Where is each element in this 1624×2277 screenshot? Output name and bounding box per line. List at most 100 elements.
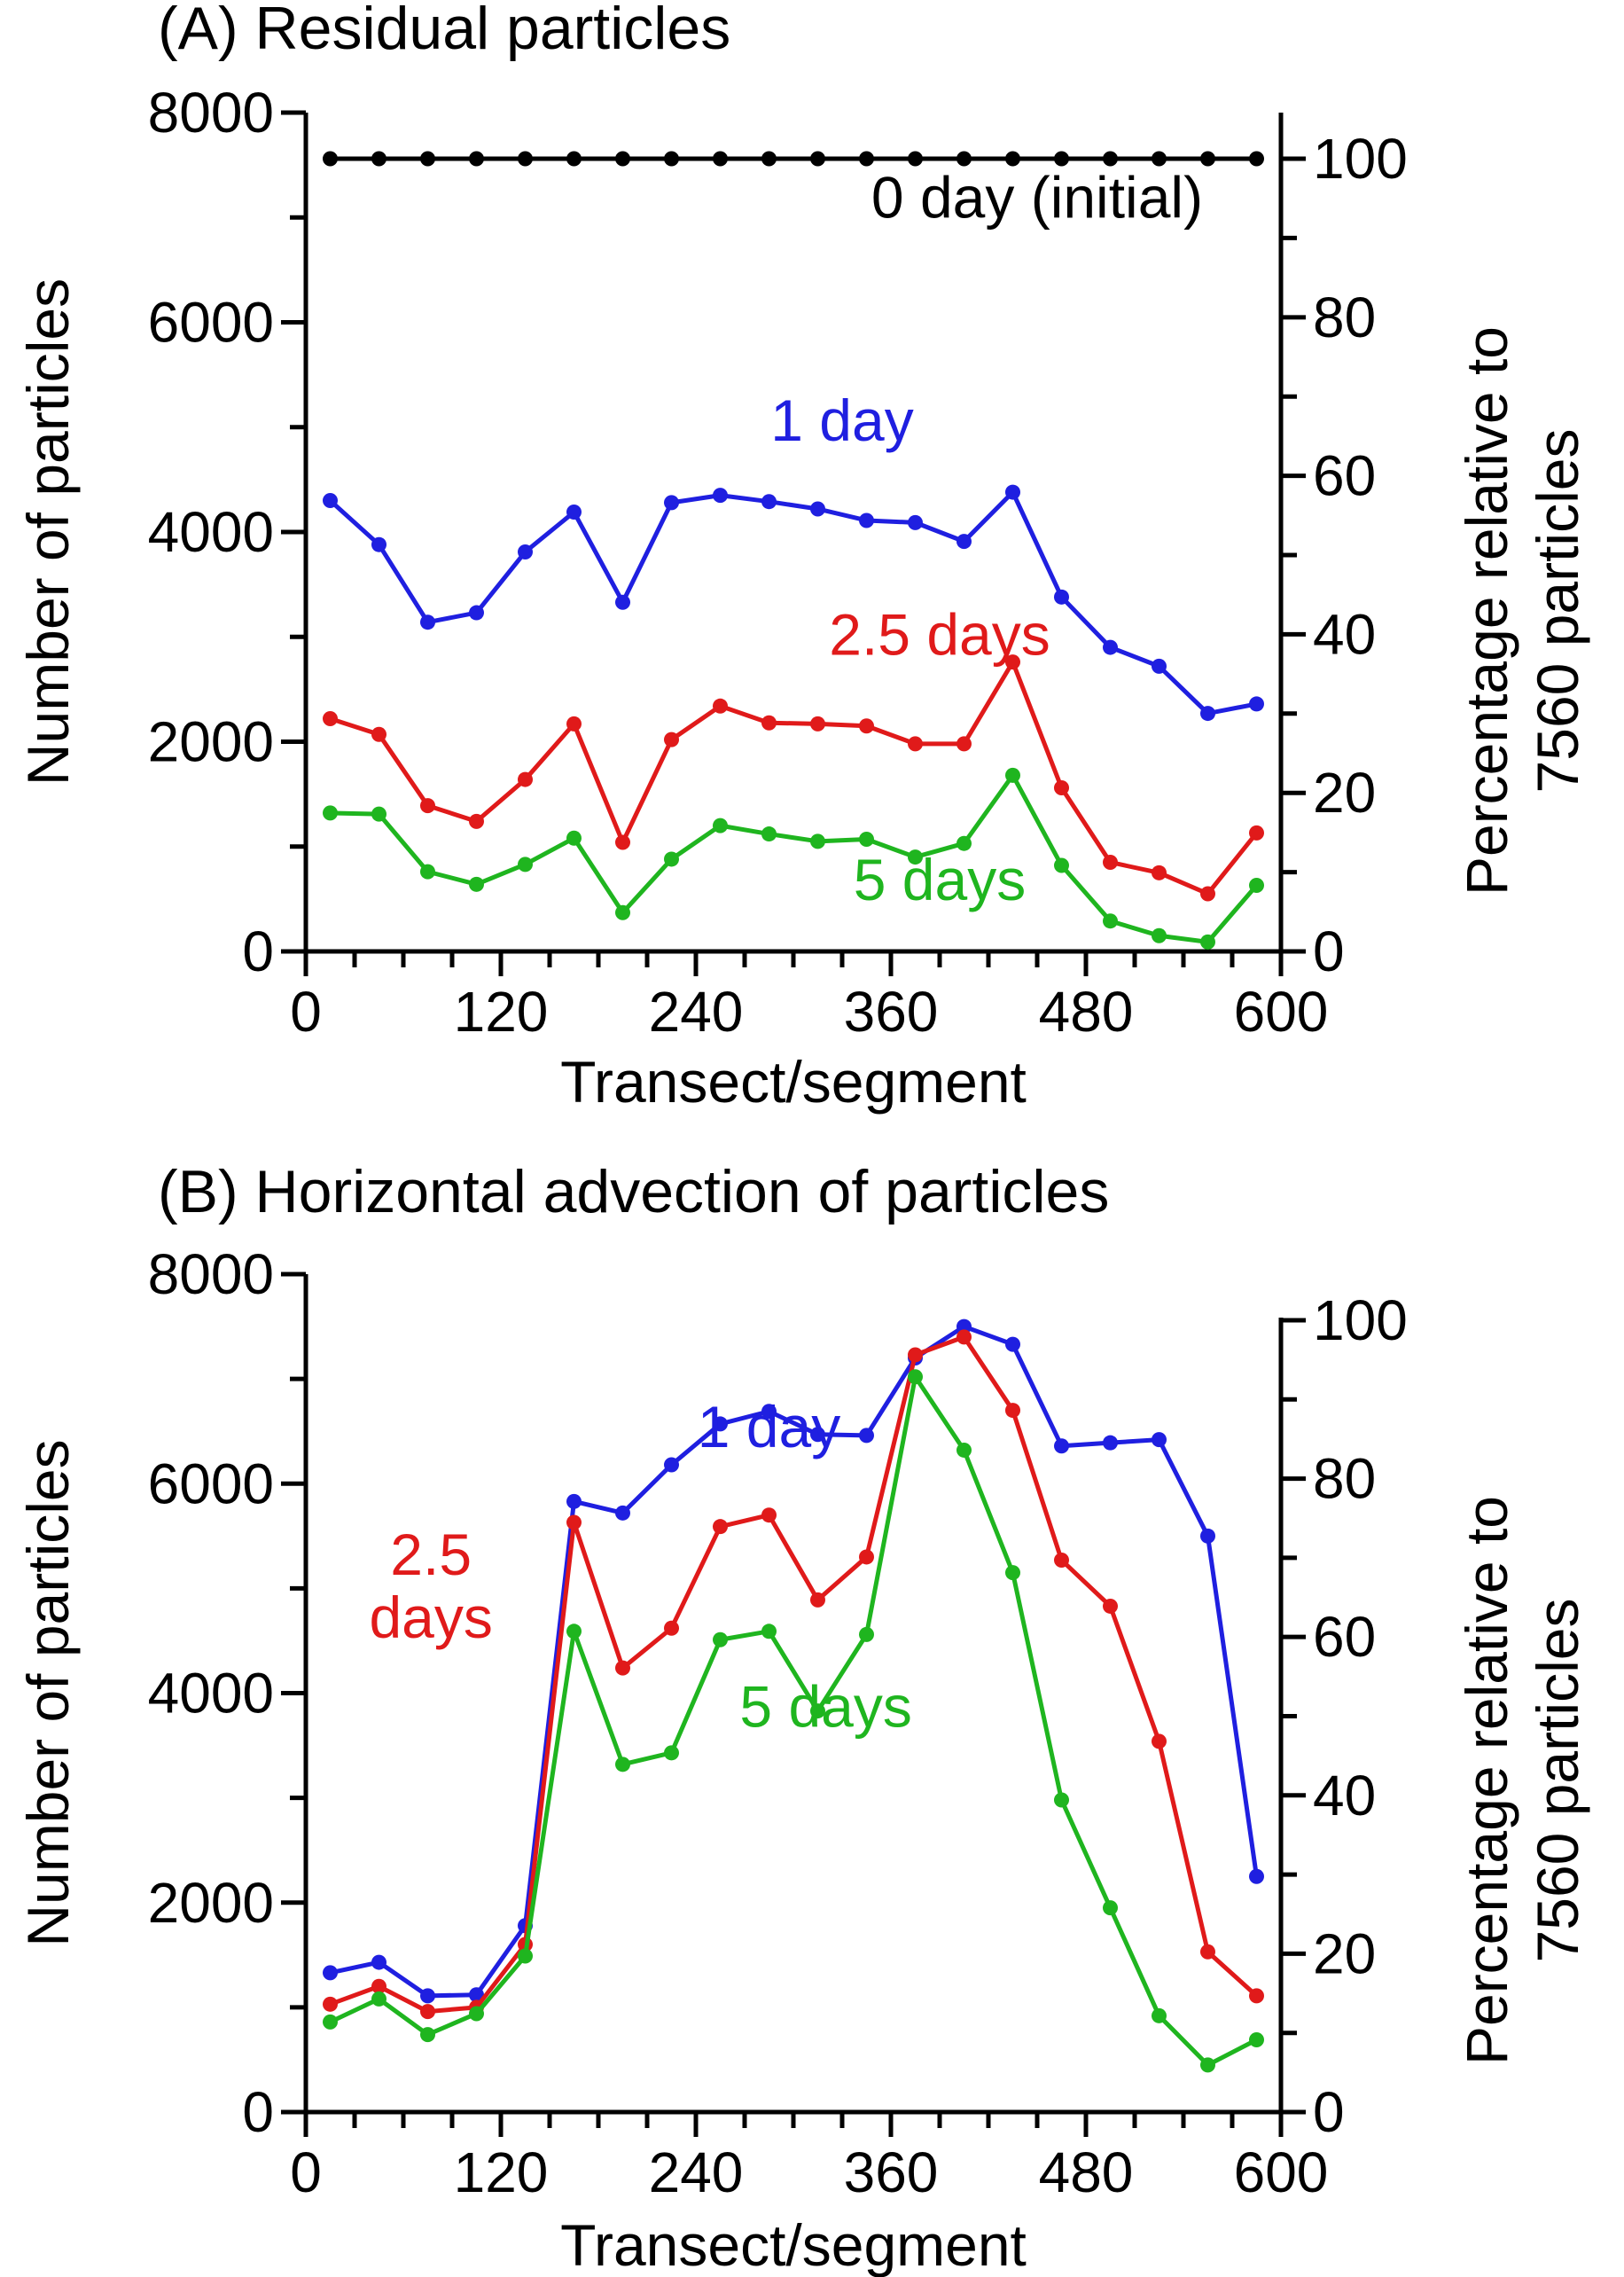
data-point: [469, 605, 484, 621]
series-5-days: 5 days: [323, 1369, 1264, 2073]
y-tick-label: 8000: [148, 1242, 274, 1306]
x-tick-label: 480: [1039, 980, 1134, 1044]
data-point: [1249, 825, 1264, 841]
data-point: [518, 544, 533, 559]
data-point: [1249, 878, 1264, 894]
x-tick-label: 0: [290, 2140, 322, 2204]
data-point: [664, 495, 679, 511]
y2-axis-label: Percentage relative to: [1454, 326, 1519, 896]
data-point: [1200, 151, 1215, 167]
data-point: [859, 718, 874, 734]
chart-title: (B) Horizontal advection of particles: [158, 1158, 1109, 1225]
y-tick-label: 2000: [148, 710, 274, 774]
data-point: [761, 715, 777, 731]
data-point: [1103, 913, 1118, 929]
series-1-day: 1 day: [323, 1318, 1264, 2004]
data-point: [1200, 934, 1215, 950]
data-point: [1152, 927, 1167, 943]
data-point: [323, 1996, 338, 2012]
data-point: [420, 864, 435, 880]
data-point: [371, 536, 386, 552]
data-point: [1054, 1552, 1069, 1568]
data-point: [956, 736, 972, 752]
y-tick-label: 0: [242, 919, 274, 983]
data-point: [664, 151, 679, 167]
data-point: [1054, 857, 1069, 873]
panel-b-horizontal-advection: (B) Horizontal advection of particles 0 12…: [15, 1158, 1590, 2277]
x-tick-label: 240: [649, 2140, 744, 2204]
data-point: [664, 1745, 679, 1761]
data-point: [1103, 1900, 1118, 1916]
y-tick-label: 2000: [148, 1871, 274, 1935]
data-point: [956, 1442, 972, 1458]
y2-axis-label: Percentage relative to: [1454, 1496, 1519, 2065]
y2-tick-label: 20: [1313, 761, 1376, 825]
data-point: [1103, 639, 1118, 655]
series-2-5-days: 2.5 days: [323, 601, 1264, 902]
y-axis-label: Number of particles: [15, 1439, 81, 1946]
data-point: [371, 1978, 386, 1994]
series-label: 2.5 days: [829, 601, 1050, 667]
x-tick-label: 0: [290, 980, 322, 1044]
data-point: [1249, 151, 1264, 167]
data-point: [1005, 654, 1020, 670]
data-point: [810, 1592, 825, 1608]
data-point: [1152, 658, 1167, 674]
series-label: 1 day: [770, 387, 913, 453]
data-point: [420, 614, 435, 630]
data-point: [1054, 589, 1069, 605]
data-point: [1200, 886, 1215, 902]
y-tick-label: 8000: [148, 81, 274, 145]
data-point: [1005, 151, 1020, 167]
data-point: [1103, 854, 1118, 870]
data-point: [615, 904, 630, 920]
data-point: [908, 514, 923, 530]
data-point: [761, 1507, 777, 1523]
data-point: [1200, 2057, 1215, 2073]
data-point: [1054, 780, 1069, 796]
series-line: [328, 489, 1257, 716]
data-point: [566, 1514, 582, 1530]
data-point: [615, 594, 630, 610]
y2-tick-label: 60: [1313, 444, 1376, 508]
x-tick-label: 360: [844, 2140, 939, 2204]
data-point: [859, 1549, 874, 1565]
y2-tick-label: 100: [1313, 127, 1408, 191]
x-tick-label: 360: [844, 980, 939, 1044]
data-point: [371, 1954, 386, 1970]
data-point: [1200, 706, 1215, 722]
data-point: [1005, 767, 1020, 783]
y2-tick-label: 20: [1313, 1921, 1376, 1985]
series-line: [330, 772, 1259, 944]
data-point: [713, 488, 728, 504]
y-tick-label: 6000: [148, 1451, 274, 1515]
data-point: [956, 1318, 972, 1334]
data-point: [713, 818, 728, 833]
data-point: [615, 1505, 630, 1521]
y2-tick-label: 40: [1313, 1764, 1376, 1827]
data-point: [810, 1427, 825, 1443]
series-label: 5 days: [739, 1673, 911, 1739]
data-point: [810, 501, 825, 517]
series-5-days: 5 days: [323, 767, 1264, 950]
y-tick-label: 0: [242, 2080, 274, 2144]
series-line: [329, 1374, 1258, 2068]
data-point: [371, 806, 386, 822]
data-point: [420, 1988, 435, 2004]
series-label-line: days: [369, 1585, 492, 1650]
x-axis-label: Transect/segment: [560, 1049, 1027, 1115]
y-tick-label: 4000: [148, 1662, 274, 1725]
x-tick-label: 600: [1234, 980, 1329, 1044]
data-point: [713, 1519, 728, 1535]
data-point: [956, 151, 972, 167]
data-point: [1054, 1438, 1069, 1454]
data-point: [518, 1948, 533, 1964]
data-point: [323, 710, 338, 726]
data-point: [1005, 484, 1020, 500]
series-line: [329, 1334, 1259, 2015]
x-tick-label: 120: [454, 980, 549, 1044]
series-2-5-days: 2.5 days: [323, 1329, 1264, 2020]
data-point: [1200, 1944, 1215, 1960]
data-point: [371, 151, 386, 167]
